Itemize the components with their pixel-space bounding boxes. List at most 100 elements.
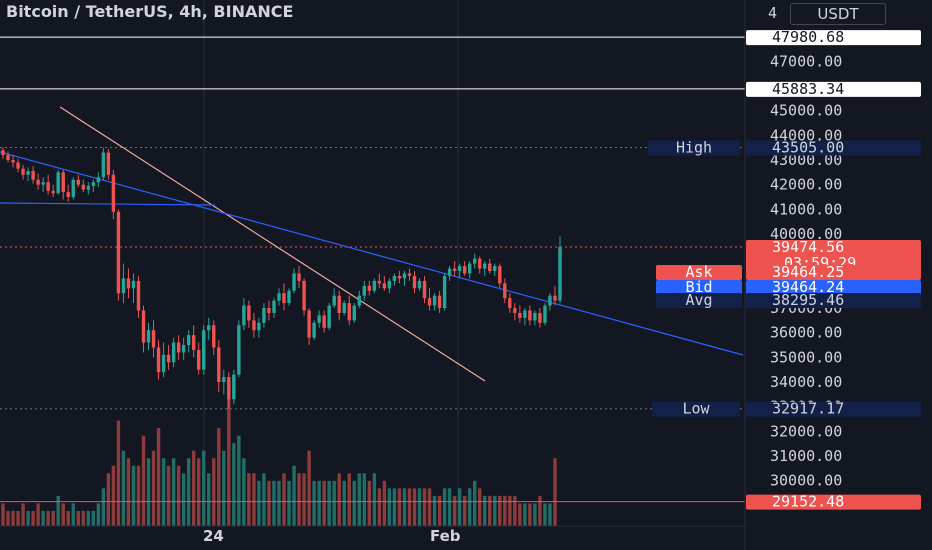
candle-body — [478, 258, 482, 269]
candle-body — [66, 192, 70, 198]
candle-body — [217, 347, 221, 383]
volume-bar — [417, 488, 422, 526]
volume-bar — [432, 495, 437, 526]
candle-body — [427, 298, 432, 306]
volume-bar — [478, 488, 482, 526]
candle-body — [101, 152, 106, 178]
volume-bar — [282, 473, 286, 526]
volume-bar — [222, 450, 226, 526]
volume-bar — [483, 495, 487, 526]
candle-body — [553, 295, 557, 301]
volume-bar — [126, 458, 131, 526]
volume-bar — [362, 473, 366, 526]
level2-value-box — [746, 81, 921, 97]
candle-body — [417, 280, 422, 289]
volume-bar — [207, 473, 211, 526]
volume-bar — [247, 473, 251, 526]
volume-bar — [472, 480, 477, 526]
y-tick-label: 36000.00 — [770, 324, 842, 342]
currency-selector[interactable]: USDT — [790, 3, 886, 25]
candle-body — [307, 310, 311, 338]
volume-bar — [141, 435, 146, 526]
volume-bar — [252, 473, 256, 526]
candle-body — [437, 295, 442, 309]
high-tag-box — [648, 140, 740, 156]
candle-body — [131, 280, 136, 289]
y-tick-label: 34000.00 — [770, 373, 842, 391]
candle-body — [202, 330, 206, 370]
volume-bar — [131, 465, 136, 526]
volume-bar — [61, 503, 65, 526]
candle-body — [488, 263, 492, 272]
volume-bar — [11, 510, 15, 526]
volume-bar — [56, 495, 60, 526]
support-trendline — [0, 151, 744, 356]
candle-body — [397, 275, 402, 279]
candle-body — [111, 174, 116, 212]
volume-bar — [457, 488, 462, 526]
volume-bar — [382, 480, 387, 526]
candle-body — [422, 280, 427, 299]
volume-bar — [171, 458, 176, 526]
volume-bar — [292, 465, 296, 526]
chart-title: Bitcoin / TetherUS, 4h, BINANCE — [6, 2, 294, 21]
volume-bar — [26, 510, 30, 526]
candle-body — [442, 275, 447, 309]
low-tag-box — [652, 401, 740, 417]
candle-body — [1, 150, 5, 156]
volume-bar — [518, 503, 522, 526]
volume-bar — [262, 473, 266, 526]
volume-bar — [407, 488, 412, 526]
candle-body — [357, 295, 361, 306]
volume-bar — [91, 510, 96, 526]
candle-body — [272, 300, 276, 313]
candle-body — [367, 285, 372, 291]
volume-bar — [46, 510, 50, 526]
volume-bar — [277, 480, 281, 526]
candle-body — [247, 305, 251, 321]
bid-value-box — [746, 280, 921, 295]
volume-bar — [272, 480, 276, 526]
candle-body — [503, 283, 507, 299]
candlesticks — [1, 147, 562, 409]
volume-bar — [287, 480, 291, 526]
y-tick-label: 42000.00 — [770, 176, 842, 194]
candle-body — [327, 305, 331, 328]
candle-body — [352, 305, 356, 321]
volume-bar — [111, 465, 116, 526]
volume-bar — [412, 488, 417, 526]
volume-bar — [337, 473, 341, 526]
volume-bar — [151, 450, 156, 526]
candle-body — [176, 342, 181, 353]
candle-body — [467, 263, 472, 274]
candle-body — [136, 280, 141, 311]
price-level-lines — [0, 36, 745, 503]
volume-bar — [176, 465, 181, 526]
volume-bar — [498, 495, 502, 526]
y-tick-label: 41000.00 — [770, 200, 842, 218]
candle-body — [56, 172, 60, 194]
volume-bar — [422, 488, 427, 526]
candle-body — [26, 171, 30, 175]
volume-bar — [106, 473, 111, 526]
candle-body — [483, 263, 487, 269]
candle-body — [31, 171, 35, 180]
volume-bar — [257, 480, 261, 526]
volume-bar — [553, 458, 557, 526]
volume-bar — [467, 488, 472, 526]
level3-value-box — [746, 494, 921, 510]
level2-value: 45883.34 — [772, 80, 844, 98]
volume-bar — [528, 503, 532, 526]
candle-body — [267, 308, 271, 313]
candle-body — [11, 160, 15, 163]
candle-body — [197, 349, 201, 370]
volume-bar — [96, 503, 101, 526]
candle-body — [16, 162, 20, 169]
candle-body — [332, 295, 336, 306]
volume-bar — [121, 450, 126, 526]
volume-bar — [503, 495, 507, 526]
volume-bar — [136, 465, 141, 526]
volume-bar — [232, 443, 236, 526]
